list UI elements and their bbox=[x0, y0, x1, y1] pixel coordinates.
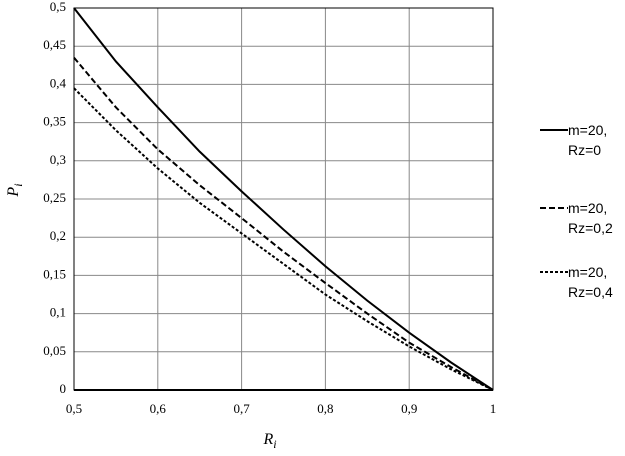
x-label-sub: i bbox=[273, 437, 276, 451]
series-line bbox=[73, 57, 494, 391]
y-axis-label: Pi bbox=[5, 183, 25, 197]
x-label-main: R bbox=[262, 431, 273, 448]
y-tick-label: 0,25 bbox=[43, 190, 66, 205]
y-tick-label: 0,5 bbox=[50, 0, 66, 14]
x-tick-label: 0,5 bbox=[66, 401, 82, 416]
y-tick-label: 0,3 bbox=[50, 152, 66, 167]
x-axis-label: Ri bbox=[262, 431, 276, 451]
y-tick-label: 0,15 bbox=[43, 266, 66, 281]
series-line bbox=[73, 7, 494, 391]
y-tick-label: 0,05 bbox=[43, 343, 66, 358]
x-tick-label: 0,7 bbox=[233, 401, 250, 416]
x-tick-label: 0,8 bbox=[317, 401, 333, 416]
y-label-sub: i bbox=[11, 183, 25, 186]
series-line bbox=[73, 87, 494, 391]
x-tick-label: 0,9 bbox=[401, 401, 417, 416]
y-tick-label: 0,45 bbox=[43, 37, 66, 52]
legend-entry: m=20, Rz=0,4 bbox=[568, 264, 613, 300]
legend-entry: m=20, Rz=0 bbox=[568, 122, 608, 158]
y-label-main: P bbox=[5, 187, 22, 198]
y-tick-label: 0,1 bbox=[50, 305, 66, 320]
legend-entry: m=20, Rz=0,2 bbox=[568, 200, 613, 236]
y-tick-label: 0,4 bbox=[50, 75, 67, 90]
x-tick-label: 1 bbox=[490, 401, 497, 416]
y-tick-label: 0 bbox=[60, 381, 67, 396]
y-tick-label: 0,2 bbox=[50, 228, 66, 243]
y-tick-label: 0,35 bbox=[43, 114, 66, 129]
x-tick-label: 0,6 bbox=[150, 401, 167, 416]
